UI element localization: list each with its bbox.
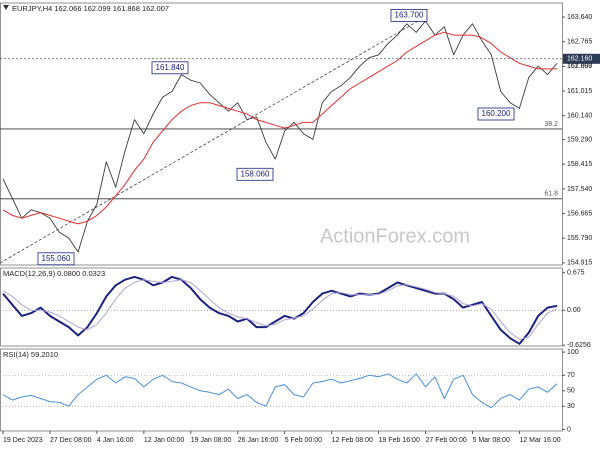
y-tick-label: 158.415 xyxy=(567,161,592,168)
x-tick-label: 19 Dec 2023 xyxy=(3,437,43,444)
x-tick-label: 12 Feb 08:00 xyxy=(332,437,373,444)
x-tick-label: 12 Mar 16:00 xyxy=(519,437,560,444)
y-tick-label: 0.675 xyxy=(567,270,585,277)
price-label: 162.007 xyxy=(567,63,592,70)
annotation-box xyxy=(390,8,428,22)
series-line xyxy=(2,31,557,225)
annotation-label: 163.700 xyxy=(395,11,424,20)
series-line xyxy=(2,279,558,340)
x-tick-label: 12 Jan 00:00 xyxy=(144,437,185,444)
x-tick-label: 26 Jan 16:00 xyxy=(238,437,279,444)
y-tick-label: 162.765 xyxy=(567,39,592,46)
price-label-box xyxy=(563,53,600,64)
y-tick-label: 161.890 xyxy=(567,63,592,70)
panel-frame xyxy=(0,267,563,347)
y-tick-label: 30 xyxy=(567,403,575,410)
annotation-box xyxy=(236,167,274,181)
level-label: 38.2 xyxy=(544,121,558,128)
level-label: 61.8 xyxy=(544,191,558,198)
y-tick-label: 156.665 xyxy=(567,210,592,217)
x-tick-label: 5 Feb 00:00 xyxy=(285,437,322,444)
annotation-box xyxy=(37,252,75,266)
x-tick-label: 19 Feb 16:00 xyxy=(379,437,420,444)
y-tick-label: 0.00 xyxy=(567,307,581,314)
y-tick-label: 163.640 xyxy=(567,14,592,21)
x-tick-label: 27 Feb 00:00 xyxy=(426,437,467,444)
annotation-box xyxy=(151,61,189,75)
y-tick-label: 161.015 xyxy=(567,88,592,95)
series-line xyxy=(2,20,558,253)
y-tick-label: 155.790 xyxy=(567,235,592,242)
y-tick-label: 154.915 xyxy=(567,260,592,267)
x-tick-label: 4 Jan 16:00 xyxy=(97,437,134,444)
panel-title: MACD(12,26,9) 0.0800 0.0323 xyxy=(3,269,105,278)
y-tick-label: 100 xyxy=(567,349,579,356)
panel-frame xyxy=(0,2,563,266)
panel-title: EURJPY,H4 162.066 162.099 161.868 162.00… xyxy=(12,4,169,13)
annotation-box xyxy=(477,107,515,121)
menu-triangle xyxy=(3,5,9,10)
y-tick-label: 50 xyxy=(567,388,575,395)
annotation-label: 160.200 xyxy=(482,109,511,118)
y-tick-label: -0.6256 xyxy=(567,342,591,349)
y-tick-label: 159.290 xyxy=(567,136,592,143)
y-tick-label: 160.140 xyxy=(567,113,592,120)
x-tick-label: 19 Jan 08:00 xyxy=(191,437,232,444)
price-label: 162.160 xyxy=(567,56,592,63)
watermark: ActionForex.com xyxy=(320,225,470,247)
panel-title: RSI(14) 59.2010 xyxy=(3,350,58,359)
series-line xyxy=(2,373,558,409)
y-tick-label: 157.540 xyxy=(567,186,592,193)
annotation-label: 158.060 xyxy=(241,169,270,178)
y-tick-label: 0 xyxy=(567,426,571,433)
series-line xyxy=(2,275,558,345)
annotation-label: 155.060 xyxy=(42,254,71,263)
x-tick-label: 5 Mar 08:00 xyxy=(472,437,509,444)
annotation-label: 161.840 xyxy=(156,63,185,72)
panel-frame xyxy=(0,348,563,432)
x-tick-label: 27 Dec 08:00 xyxy=(50,437,92,444)
y-tick-label: 70 xyxy=(567,372,575,379)
